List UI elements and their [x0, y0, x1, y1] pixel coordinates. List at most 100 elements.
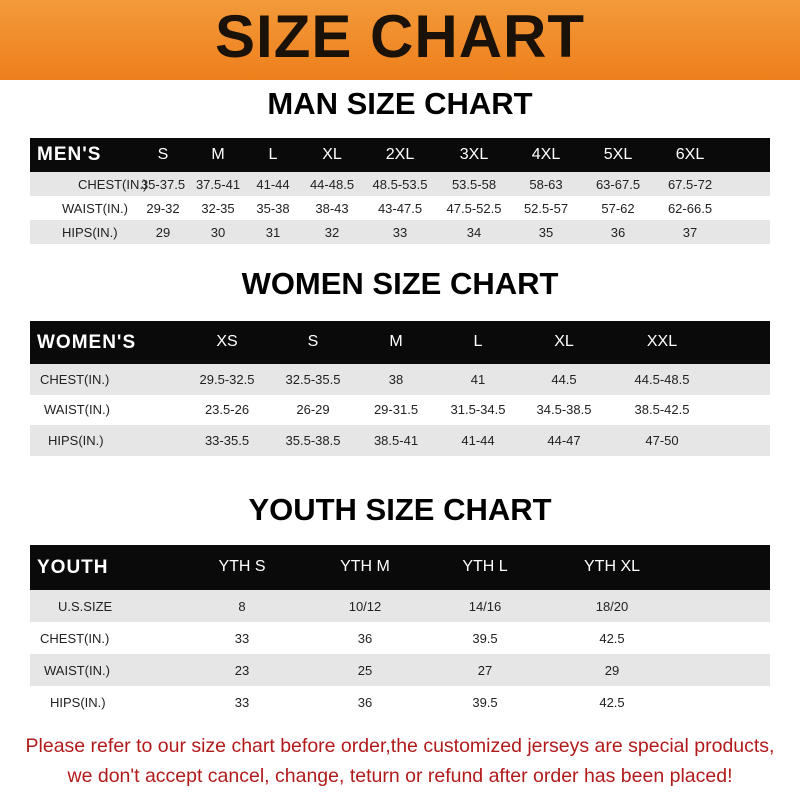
measurement-cell: 58-63	[529, 176, 563, 192]
measurement-cell: 23.5-26	[204, 402, 250, 418]
size-header-cell: YTH XL	[583, 558, 641, 576]
size-header-cell: 5XL	[603, 145, 633, 163]
measurement-cell: 38.5-41	[373, 432, 419, 448]
table-row: CHEST(IN.) 33 36 39.5 42.5	[30, 622, 770, 654]
measurement-cell: 33	[392, 224, 408, 240]
measurement-cell: 14/16	[468, 598, 502, 614]
measurement-cell: 48.5-53.5	[372, 176, 428, 192]
table-row: CHEST(IN.) 29.5-32.5 32.5-35.5 38 41 44.5 44.5…	[30, 364, 770, 395]
size-header-cell: XL	[322, 145, 342, 163]
size-header-cell: XL	[554, 333, 574, 351]
measurement-cell: 39.5	[472, 630, 498, 646]
measurement-cell: 35.5-38.5	[285, 432, 341, 448]
table-row: U.S.SIZE 8 10/12 14/16 18/20	[30, 590, 770, 622]
row-label: CHEST(IN.)	[40, 371, 110, 387]
measurement-cell: 10/12	[348, 598, 382, 614]
measurement-cell: 29	[604, 662, 620, 678]
row-label: WAIST(IN.)	[44, 402, 110, 418]
table-row: HIPS(IN.) 33 36 39.5 42.5	[30, 686, 770, 718]
table-header-row: WOMEN'S XS S M L XL XXL	[30, 321, 770, 364]
table-title-cell: YOUTH	[37, 556, 109, 578]
size-header-cell: 2XL	[385, 145, 415, 163]
measurement-cell: 37	[682, 224, 698, 240]
measurement-cell: 8	[238, 598, 246, 614]
measurement-cell: 41	[470, 371, 486, 387]
measurement-cell: 38	[388, 371, 404, 387]
measurement-cell: 32-35	[201, 200, 235, 216]
measurement-cell: 62-66.5	[667, 200, 713, 216]
measurement-cell: 27	[477, 662, 493, 678]
notice-line-2: we don't accept cancel, change, teturn o…	[67, 765, 733, 787]
table-row: WAIST(IN.) 29-32 32-35 35-38 38-43 43-47.5 47.…	[30, 196, 770, 220]
measurement-cell: 33	[234, 630, 250, 646]
size-header-cell: XS	[216, 333, 238, 351]
row-label: WAIST(IN.)	[62, 200, 128, 216]
measurement-cell: 31.5-34.5	[450, 402, 506, 418]
measurement-cell: 39.5	[472, 694, 498, 710]
row-label: U.S.SIZE	[58, 598, 113, 614]
women-section-title: WOMEN SIZE CHART	[241, 266, 559, 301]
page-title: SIZE CHART	[215, 3, 585, 70]
measurement-cell: 44-47	[547, 432, 581, 448]
table-header-row: YOUTH YTH S YTH M YTH L YTH XL	[30, 545, 770, 590]
measurement-cell: 30	[210, 224, 226, 240]
row-label: HIPS(IN.)	[62, 224, 118, 240]
table-row: HIPS(IN.) 29 30 31 32 33 34 35 36 37	[30, 220, 770, 244]
youth-section-title: YOUTH SIZE CHART	[248, 492, 552, 527]
measurement-cell: 23	[234, 662, 250, 678]
measurement-cell: 52.5-57	[523, 200, 569, 216]
table-header-row: MEN'S S M L XL 2XL 3XL 4XL 5XL 6XL	[30, 138, 770, 172]
measurement-cell: 42.5	[599, 630, 625, 646]
measurement-cell: 29	[155, 224, 171, 240]
size-header-cell: L	[268, 145, 278, 163]
measurement-cell: 53.5-58	[451, 176, 497, 192]
measurement-cell: 38.5-42.5	[634, 402, 690, 418]
measurement-cell: 29-31.5	[373, 402, 419, 418]
size-header-cell: M	[211, 145, 225, 163]
measurement-cell: 33-35.5	[204, 432, 250, 448]
measurement-cell: 35-38	[256, 200, 290, 216]
table-row: WAIST(IN.) 23.5-26 26-29 29-31.5 31.5-34.5 34…	[30, 394, 770, 425]
measurement-cell: 26-29	[296, 402, 330, 418]
title-banner: SIZE CHART	[0, 0, 800, 80]
measurement-cell: 38-43	[315, 200, 349, 216]
measurement-cell: 34.5-38.5	[536, 402, 592, 418]
size-header-cell: XXL	[646, 333, 678, 351]
measurement-cell: 29-32	[146, 200, 180, 216]
row-label: HIPS(IN.)	[48, 432, 104, 448]
size-header-cell: S	[307, 333, 319, 351]
size-header-cell: M	[389, 333, 403, 351]
size-header-cell: 4XL	[531, 145, 561, 163]
measurement-cell: 67.5-72	[667, 176, 713, 192]
men-section-title: MAN SIZE CHART	[267, 86, 533, 121]
size-header-cell: YTH S	[218, 558, 266, 576]
measurement-cell: 44-48.5	[309, 176, 355, 192]
measurement-cell: 33	[234, 694, 250, 710]
measurement-cell: 29.5-32.5	[199, 371, 255, 387]
measurement-cell: 35	[538, 224, 554, 240]
table-title-cell: WOMEN'S	[37, 331, 137, 353]
measurement-cell: 35-37.5	[140, 176, 186, 192]
row-label: CHEST(IN.)	[40, 630, 110, 646]
measurement-cell: 44.5	[551, 371, 577, 387]
notice-line-1: Please refer to our size chart before or…	[25, 735, 775, 757]
measurement-cell: 36	[357, 694, 373, 710]
measurement-cell: 32.5-35.5	[285, 371, 341, 387]
size-header-cell: L	[473, 333, 483, 351]
size-header-cell: 3XL	[459, 145, 489, 163]
measurement-cell: 36	[610, 224, 626, 240]
measurement-cell: 31	[265, 224, 281, 240]
table-row: WAIST(IN.) 23 25 27 29	[30, 654, 770, 686]
measurement-cell: 47-50	[645, 432, 679, 448]
measurement-cell: 63-67.5	[595, 176, 641, 192]
measurement-cell: 18/20	[595, 598, 629, 614]
table-row: CHEST(IN.) 35-37.5 37.5-41 41-44 44-48.5 48.5…	[30, 172, 770, 196]
size-header-cell: 6XL	[675, 145, 705, 163]
measurement-cell: 37.5-41	[195, 176, 241, 192]
measurement-cell: 25	[357, 662, 373, 678]
table-title-cell: MEN'S	[37, 144, 102, 166]
row-label: HIPS(IN.)	[50, 694, 106, 710]
measurement-cell: 41-44	[461, 432, 495, 448]
measurement-cell: 32	[324, 224, 340, 240]
size-header-cell: YTH L	[462, 558, 508, 576]
